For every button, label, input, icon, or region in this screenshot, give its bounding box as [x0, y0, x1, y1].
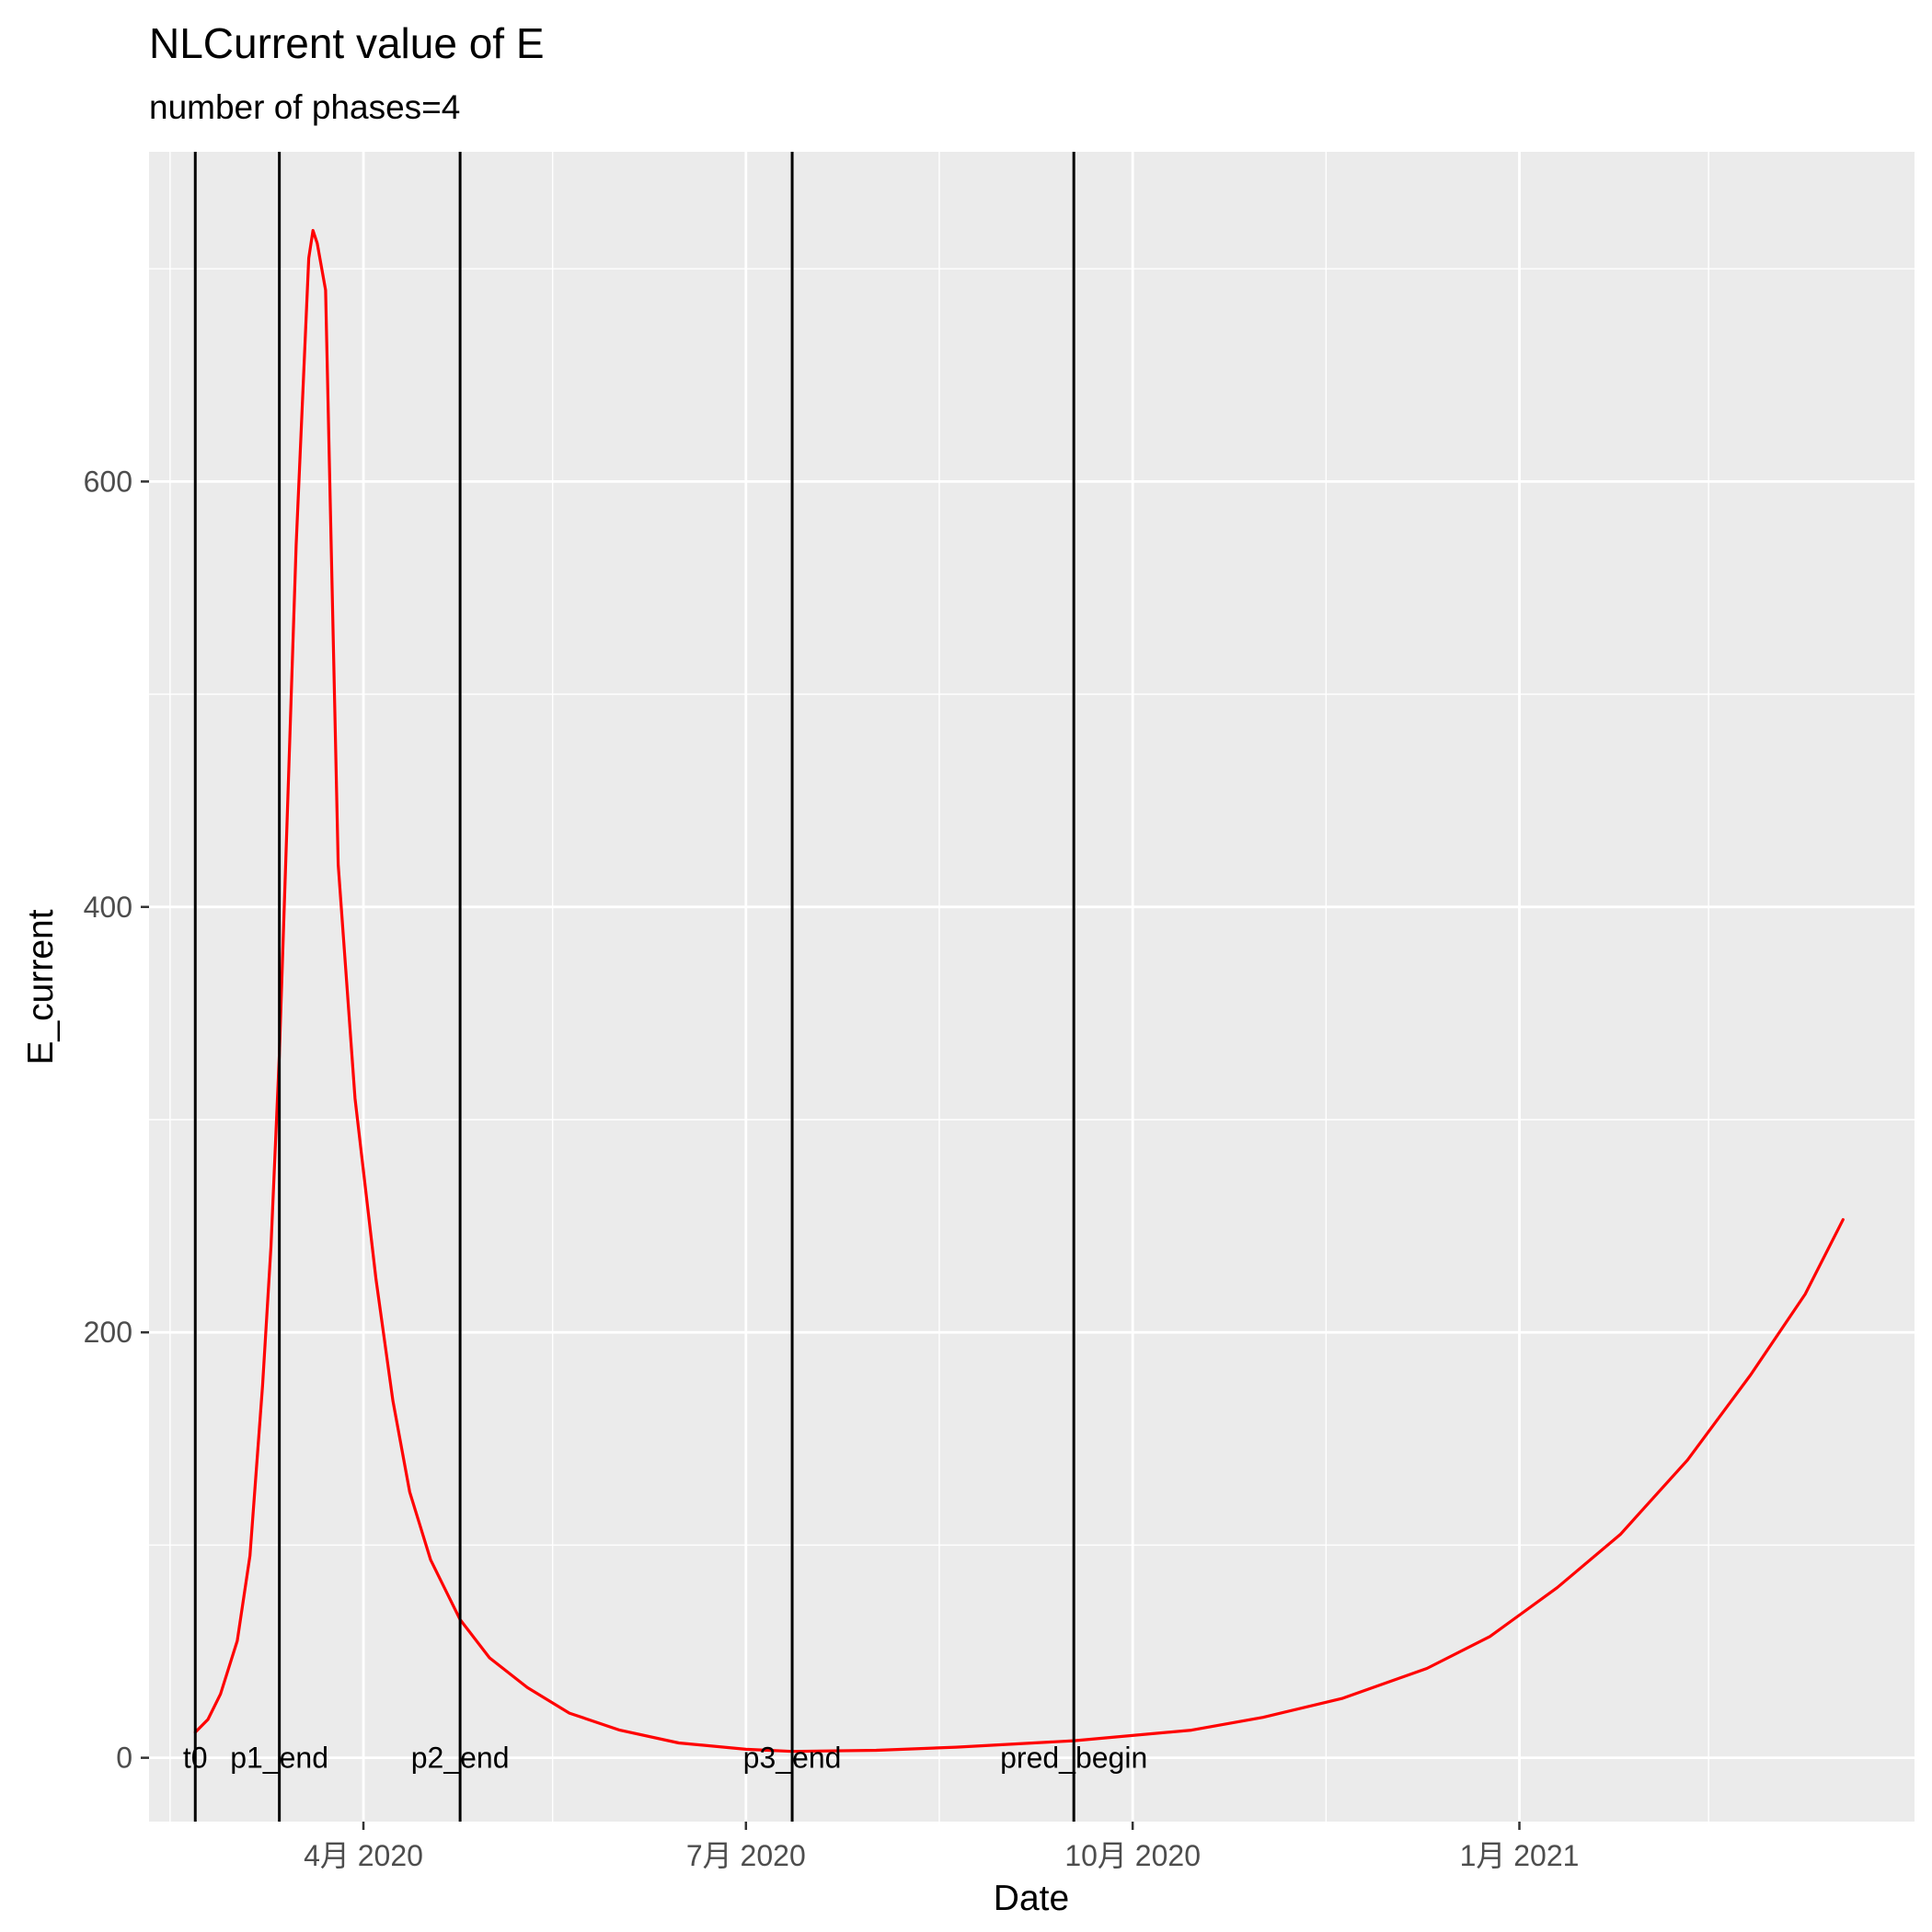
- y-tick-label: 400: [84, 891, 132, 924]
- x-axis-title: Date: [994, 1879, 1069, 1918]
- x-tick-label: 7月 2020: [686, 1839, 806, 1872]
- phase-label-p3_end: p3_end: [743, 1742, 842, 1775]
- phase-label-pred_begin: pred_begin: [1000, 1742, 1147, 1775]
- x-tick-label: 4月 2020: [304, 1839, 423, 1872]
- plot-panel: [149, 152, 1915, 1822]
- y-tick-label: 0: [116, 1742, 132, 1775]
- y-tick-label: 600: [84, 465, 132, 498]
- phase-label-t0: t0: [183, 1742, 208, 1775]
- minor-gridlines: [149, 152, 1915, 1822]
- series-layer: [193, 228, 1845, 1754]
- y-axis-title: E_current: [21, 909, 61, 1064]
- y-axis: 0 200 400 600: [84, 465, 149, 1775]
- chart-title: NLCurrent value of E: [149, 19, 545, 67]
- series-line-0: [193, 228, 1845, 1754]
- x-axis: 4月 2020 7月 2020 10月 2020 1月 2021: [304, 1822, 1579, 1872]
- vline-layer: t0 p1_end p2_end p3_end pred_begin: [183, 152, 1147, 1822]
- x-tick-label: 1月 2021: [1460, 1839, 1580, 1872]
- phase-label-p2_end: p2_end: [411, 1742, 510, 1775]
- x-tick-label: 10月 2020: [1064, 1839, 1201, 1872]
- major-gridlines: [149, 152, 1915, 1822]
- y-tick-label: 200: [84, 1316, 132, 1349]
- phase-label-p1_end: p1_end: [230, 1742, 328, 1775]
- chart-subtitle: number of phases=4: [149, 88, 460, 126]
